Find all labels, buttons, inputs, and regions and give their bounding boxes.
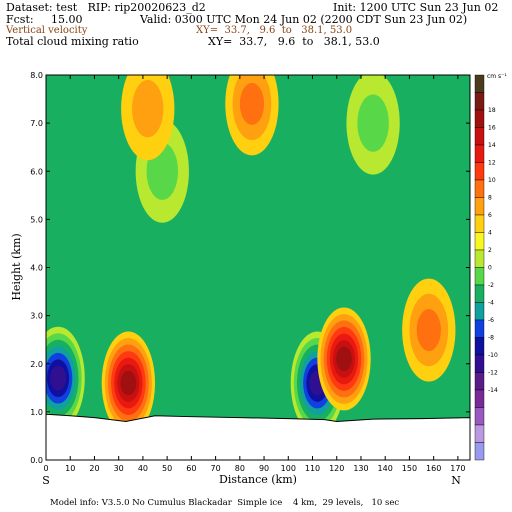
colorbar-label: 8 — [488, 195, 492, 202]
y-tick-label: 7.0 — [30, 119, 43, 128]
colorbar-swatch — [474, 284, 485, 303]
colorbar-swatch — [474, 179, 485, 198]
colorbar-swatch — [474, 372, 485, 391]
x-tick-label: 80 — [235, 464, 245, 473]
y-tick-label: 2.0 — [30, 360, 43, 369]
colorbar-label: -6 — [488, 317, 494, 324]
colorbar-label: 16 — [488, 125, 496, 132]
colorbar-swatch — [474, 214, 485, 233]
colorbar-swatch — [474, 389, 485, 408]
colorbar-label: -10 — [488, 352, 498, 359]
y-tick-label: 3.0 — [30, 312, 43, 321]
colorbar-label: 12 — [488, 160, 496, 167]
x-tick-label: 160 — [426, 464, 441, 473]
colorbar-label: -12 — [488, 370, 498, 377]
colorbar: 18 16 14 12 10 8 6 4 2 0 -2 -4 -6 -8 -10 -12 -14 — [474, 74, 498, 461]
colorbar-swatch — [474, 144, 485, 163]
updraft-contour — [239, 82, 265, 125]
colorbar-label: -14 — [488, 387, 498, 394]
y-tick-label: 0.0 — [30, 456, 43, 465]
velocity-field — [46, 75, 470, 460]
field2-name: Total cloud mixing ratio — [6, 35, 139, 48]
x-tick-label: 90 — [259, 464, 269, 473]
colorbar-swatch — [474, 424, 485, 443]
colorbar-swatch — [474, 249, 485, 268]
y-tick-label: 8.0 — [30, 71, 43, 80]
y-tick-label: 5.0 — [30, 215, 43, 224]
x-tick-label: 30 — [114, 464, 124, 473]
colorbar-swatch — [474, 319, 485, 338]
init-time: Init: 1200 UTC Sun 23 Jun 02 — [333, 1, 499, 14]
colorbar-label: 14 — [488, 142, 496, 149]
model-info: Model info: V3.5.0 No Cumulus Blackadar … — [50, 498, 400, 508]
colorbar-unit: cm s⁻¹ — [487, 73, 507, 80]
x-axis-title: Distance (km) — [219, 473, 297, 486]
y-axis-title: Height (km) — [10, 233, 23, 300]
x-tick-label: 130 — [353, 464, 368, 473]
x-tick-label: 20 — [89, 464, 99, 473]
y-tick-label: 1.0 — [30, 408, 43, 417]
colorbar-label: -8 — [488, 335, 494, 342]
updraft-contour — [120, 370, 137, 396]
colorbar-label: -2 — [488, 282, 494, 289]
colorbar-label: 6 — [488, 212, 492, 219]
colorbar-label: 4 — [488, 230, 492, 237]
updraft-contour — [416, 309, 441, 352]
colorbar-swatch — [474, 302, 485, 321]
colorbar-swatch — [474, 197, 485, 216]
colorbar-swatch — [474, 74, 485, 93]
x-tick-label: 100 — [281, 464, 296, 473]
colorbar-label: -4 — [488, 300, 494, 307]
field1-xy: XY= 33.7, 9.6 to 38.1, 53.0 — [196, 25, 353, 36]
downdraft-contour — [50, 365, 67, 391]
y-tick-label: 4.0 — [30, 264, 43, 273]
colorbar-swatch — [474, 442, 485, 461]
x-tick-label: 40 — [138, 464, 148, 473]
y-tick-label: 6.0 — [30, 167, 43, 176]
field2-xy: XY= 33.7, 9.6 to 38.1, 53.0 — [208, 35, 380, 48]
south-label: S — [42, 474, 50, 487]
axis-ticks: 0 10 20 30 40 50 60 70 80 90 100 110 120 130 140 150 160… — [30, 71, 470, 473]
colorbar-swatch — [474, 354, 485, 373]
colorbar-swatch — [474, 267, 485, 286]
colorbar-swatch — [474, 127, 485, 146]
dataset-header: Dataset: test RIP: rip20020623_d2 — [6, 1, 206, 14]
x-tick-label: 140 — [378, 464, 393, 473]
downdraft-contour — [357, 94, 389, 152]
x-tick-label: 10 — [65, 464, 75, 473]
colorbar-swatch — [474, 162, 485, 181]
x-tick-label: 50 — [162, 464, 172, 473]
colorbar-label: 2 — [488, 247, 492, 254]
x-tick-label: 70 — [211, 464, 221, 473]
colorbar-swatch — [474, 232, 485, 251]
colorbar-label: 0 — [488, 265, 492, 272]
x-tick-label: 170 — [450, 464, 465, 473]
colorbar-label: 10 — [488, 177, 496, 184]
x-tick-label: 110 — [305, 464, 320, 473]
colorbar-swatch — [474, 109, 485, 128]
x-tick-label: 150 — [402, 464, 417, 473]
x-tick-label: 120 — [329, 464, 344, 473]
field1-name: Vertical velocity — [6, 25, 88, 36]
updraft-contour — [336, 346, 352, 372]
valid-time: Valid: 0300 UTC Mon 24 Jun 02 (2200 CDT … — [140, 13, 468, 26]
colorbar-swatch — [474, 337, 485, 356]
x-tick-label: 0 — [43, 464, 48, 473]
north-label: N — [451, 474, 461, 487]
terrain — [46, 413, 470, 460]
colorbar-swatch — [474, 92, 485, 111]
colorbar-swatch — [474, 407, 485, 426]
colorbar-label: 18 — [488, 107, 496, 114]
forecast-hour: Fcst: 15.00 — [6, 13, 83, 26]
x-tick-label: 60 — [186, 464, 196, 473]
updraft-contour — [132, 80, 164, 138]
